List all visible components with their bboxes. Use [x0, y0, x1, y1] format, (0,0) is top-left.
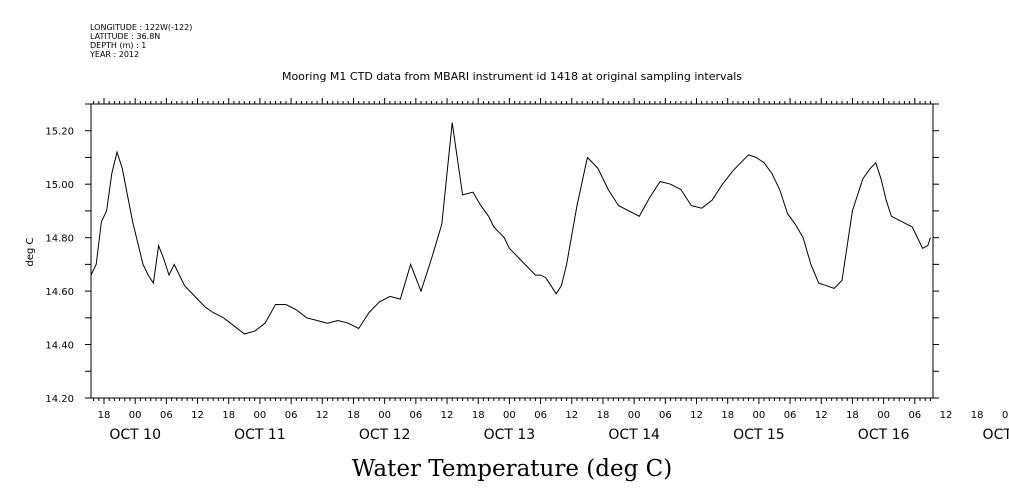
x-hour-label: 12 — [316, 410, 329, 421]
x-hour-label: 18 — [98, 410, 111, 421]
axis-ticks — [85, 98, 939, 404]
y-tick-label: 15.20 — [45, 127, 74, 138]
x-hour-label: 12 — [441, 410, 454, 421]
latitude-text: LATITUDE : 36.8N — [90, 32, 160, 41]
x-hour-label: 12 — [565, 410, 578, 421]
x-date-label: OCT 13 — [484, 427, 536, 443]
longitude-text: LONGITUDE : 122W(-122) — [90, 23, 192, 32]
x-hour-label: 18 — [721, 410, 734, 421]
x-hour-label: 18 — [222, 410, 235, 421]
x-hour-label: 18 — [597, 410, 610, 421]
x-hour-label: 00 — [628, 410, 641, 421]
x-date-label: OCT 12 — [359, 427, 411, 443]
x-hour-label: 12 — [815, 410, 828, 421]
x-hour-label: 00 — [129, 410, 142, 421]
metadata-block: LONGITUDE : 122W(-122) LATITUDE : 36.8N … — [89, 23, 192, 59]
x-axis-label: Water Temperature (deg C) — [352, 456, 672, 482]
x-hour-label: 06 — [908, 410, 921, 421]
x-hour-label: 06 — [160, 410, 173, 421]
x-hour-label: 12 — [690, 410, 703, 421]
y-tick-label: 14.20 — [45, 394, 74, 405]
y-tick-label: 14.40 — [45, 341, 74, 352]
x-date-label: OCT 15 — [733, 427, 785, 443]
x-date-label: OCT 17 — [983, 427, 1009, 443]
x-hour-label: 06 — [784, 410, 797, 421]
x-hour-label: 06 — [409, 410, 422, 421]
x-hour-label: 00 — [753, 410, 766, 421]
x-date-label: OCT 11 — [234, 427, 286, 443]
x-date-label: OCT 14 — [608, 427, 660, 443]
x-hour-label: 00 — [378, 410, 391, 421]
year-text: YEAR : 2012 — [89, 50, 139, 59]
x-hour-label: 00 — [254, 410, 267, 421]
x-hour-label: 18 — [846, 410, 859, 421]
y-tick-labels: 14.20 14.40 14.60 14.80 15.00 15.20 — [45, 127, 74, 405]
x-hour-label: 06 — [659, 410, 672, 421]
x-hour-label: 00 — [877, 410, 890, 421]
y-axis-label: deg C — [25, 237, 36, 266]
depth-text: DEPTH (m) : 1 — [90, 41, 146, 50]
x-date-labels: OCT 10 OCT 11 OCT 12 OCT 13 OCT 14 OCT 15 OCT … — [109, 427, 1009, 443]
plot-frame — [90, 103, 934, 399]
x-hour-label: 00 — [1002, 410, 1009, 421]
temperature-series-line — [90, 122, 931, 335]
y-tick-label: 14.80 — [45, 234, 74, 245]
x-hour-label: 06 — [534, 410, 547, 421]
x-date-label: OCT 16 — [858, 427, 910, 443]
y-tick-label: 15.00 — [45, 180, 74, 191]
x-hour-labels: 18 00 06 12 18 00 06 12 18 00 06 12 18 00 06 12 18 00 06 12… — [98, 410, 1009, 421]
x-hour-label: 18 — [472, 410, 485, 421]
chart-title: Mooring M1 CTD data from MBARI instrumen… — [282, 70, 742, 83]
x-hour-label: 18 — [347, 410, 360, 421]
x-hour-label: 00 — [503, 410, 516, 421]
x-hour-label: 18 — [971, 410, 984, 421]
x-hour-label: 06 — [285, 410, 298, 421]
y-tick-label: 14.60 — [45, 287, 74, 298]
x-hour-label: 12 — [940, 410, 953, 421]
x-hour-label: 12 — [191, 410, 204, 421]
x-date-label: OCT 10 — [109, 427, 161, 443]
